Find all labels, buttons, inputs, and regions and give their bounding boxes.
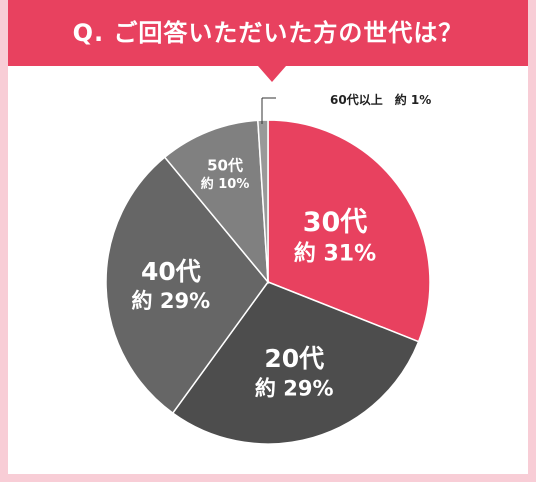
slice-value-label-40s: 約 29% [132, 289, 211, 313]
slice-value-label-20s: 約 29% [255, 376, 334, 400]
slice-value-label-50s: 約 10% [201, 176, 250, 192]
pie-slice-30s [267, 119, 431, 343]
pie-slice-50s [163, 119, 269, 285]
chart-title: Q. ご回答いただいた方の世代は？ [72, 19, 464, 47]
slice-category-label-50s: 50代 [207, 157, 243, 175]
slice-category-label-40s: 40代 [141, 257, 201, 286]
pie-slice-60s-plus [257, 119, 269, 283]
pie-slice-20s [171, 281, 420, 445]
slice-value-label-30s: 約 31% [294, 241, 376, 267]
pie-slice-40s [105, 156, 269, 415]
slice-category-label-30s: 30代 [303, 207, 368, 238]
slice-category-label-20s: 20代 [264, 344, 324, 373]
title-banner-notch [258, 66, 286, 82]
outside-label-60s: 60代以上 約 1% [330, 92, 431, 107]
title-banner [8, 0, 528, 66]
